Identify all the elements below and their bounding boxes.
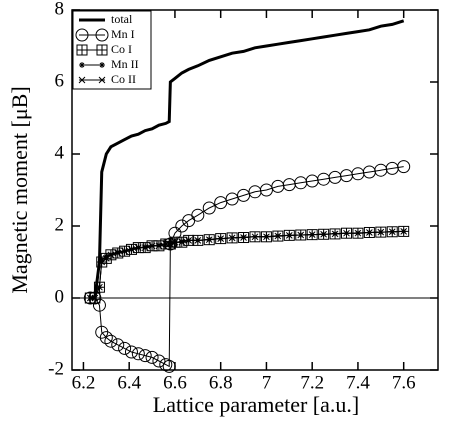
y-tick-label: 6	[55, 70, 65, 91]
marker	[76, 44, 88, 56]
marker	[259, 183, 273, 197]
legend-label: Mn II	[111, 57, 139, 71]
marker	[191, 208, 205, 222]
y-tick-label: 0	[55, 286, 65, 307]
marker	[99, 331, 113, 345]
x-tick-label: 7	[262, 372, 272, 393]
marker	[78, 76, 86, 84]
marker	[272, 230, 284, 242]
marker	[75, 28, 89, 42]
marker	[226, 232, 238, 244]
marker	[237, 188, 251, 202]
marker	[215, 233, 227, 245]
marker	[260, 231, 272, 243]
marker	[145, 350, 159, 364]
legend-label: Co I	[111, 42, 132, 56]
marker	[139, 242, 151, 254]
marker	[131, 347, 145, 361]
y-tick-label: 4	[55, 142, 65, 163]
marker	[352, 227, 364, 239]
y-tick-label: 8	[55, 0, 65, 19]
marker	[203, 234, 215, 246]
legend-label: Co II	[111, 72, 136, 86]
marker	[192, 234, 204, 246]
marker	[283, 229, 295, 241]
marker	[152, 354, 166, 368]
marker	[341, 227, 352, 239]
marker	[306, 229, 318, 241]
marker	[105, 249, 117, 261]
series-line	[90, 230, 404, 299]
marker	[397, 160, 411, 174]
y-axis-label: Magnetic moment [μB]	[7, 86, 32, 293]
x-tick-label: 7.6	[392, 372, 416, 393]
x-tick-label: 6.2	[72, 372, 96, 393]
x-axis-label: Lattice parameter [a.u.]	[153, 392, 359, 417]
series-line	[90, 230, 404, 299]
marker	[225, 192, 239, 206]
marker	[79, 62, 85, 68]
marker	[96, 44, 108, 56]
series-line	[90, 230, 404, 299]
marker	[124, 345, 138, 359]
marker	[163, 237, 177, 251]
marker	[99, 62, 105, 68]
marker	[125, 243, 137, 255]
series-line	[90, 166, 404, 368]
marker	[398, 225, 410, 237]
marker	[118, 341, 132, 355]
x-tick-label: 7.4	[346, 372, 370, 393]
marker	[104, 334, 118, 348]
marker	[162, 359, 176, 373]
legend-label: total	[111, 12, 133, 26]
marker	[214, 196, 228, 210]
series-line	[90, 19, 405, 300]
x-tick-label: 6.4	[117, 372, 141, 393]
marker	[95, 28, 109, 42]
x-tick-label: 6.8	[209, 372, 233, 393]
marker	[249, 231, 261, 243]
marker	[329, 228, 341, 240]
marker	[175, 219, 189, 233]
marker	[111, 338, 125, 352]
marker	[119, 245, 131, 257]
marker	[183, 234, 195, 246]
marker	[295, 229, 307, 241]
marker	[238, 232, 250, 244]
marker	[363, 226, 375, 238]
marker	[386, 226, 398, 238]
marker	[168, 226, 182, 240]
marker	[98, 76, 106, 84]
marker	[176, 236, 188, 248]
marker	[92, 298, 106, 312]
y-tick-label: -2	[48, 358, 64, 379]
marker	[375, 226, 387, 238]
x-tick-label: 6.6	[163, 372, 187, 393]
marker	[202, 201, 216, 215]
y-tick-label: 2	[55, 214, 65, 235]
marker	[138, 349, 152, 363]
x-tick-label: 7.2	[300, 372, 324, 393]
legend-label: Mn I	[111, 27, 135, 41]
marker	[318, 228, 330, 240]
marker	[112, 247, 124, 259]
plot-frame	[71, 9, 439, 371]
